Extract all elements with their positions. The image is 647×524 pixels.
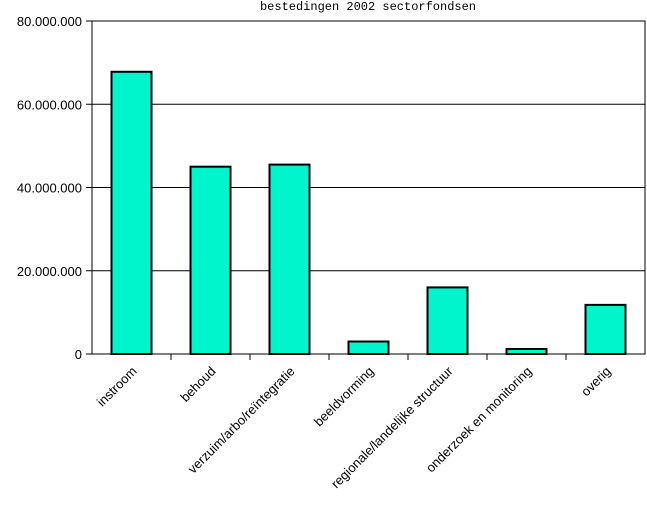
- x-tick-label: instroom: [94, 364, 140, 410]
- x-tick-label: overig: [578, 364, 614, 400]
- bar: [347, 340, 390, 356]
- chart-title: bestedingen 2002 sectorfondsen: [260, 0, 476, 14]
- bar: [268, 163, 311, 355]
- y-tick-label: 40.000.000: [17, 181, 82, 196]
- bar: [505, 348, 548, 356]
- bar: [426, 286, 469, 355]
- y-tick-label: 0: [75, 347, 82, 362]
- bars: [110, 70, 627, 356]
- y-tick-label: 60.000.000: [17, 97, 82, 112]
- bar: [110, 70, 153, 355]
- x-tick-label: beeldvorming: [311, 364, 377, 430]
- y-axis-ticks: 0 20.000.000 40.000.000 60.000.000 80.000.00…: [17, 14, 92, 362]
- plot-area-frame: [91, 20, 646, 355]
- y-tick-label: 20.000.000: [17, 264, 82, 279]
- y-tick-label: 80.000.000: [17, 14, 82, 29]
- bar: [189, 165, 232, 355]
- x-tick-label: behoud: [177, 364, 218, 405]
- bar: [584, 303, 627, 356]
- gridlines: [92, 103, 645, 272]
